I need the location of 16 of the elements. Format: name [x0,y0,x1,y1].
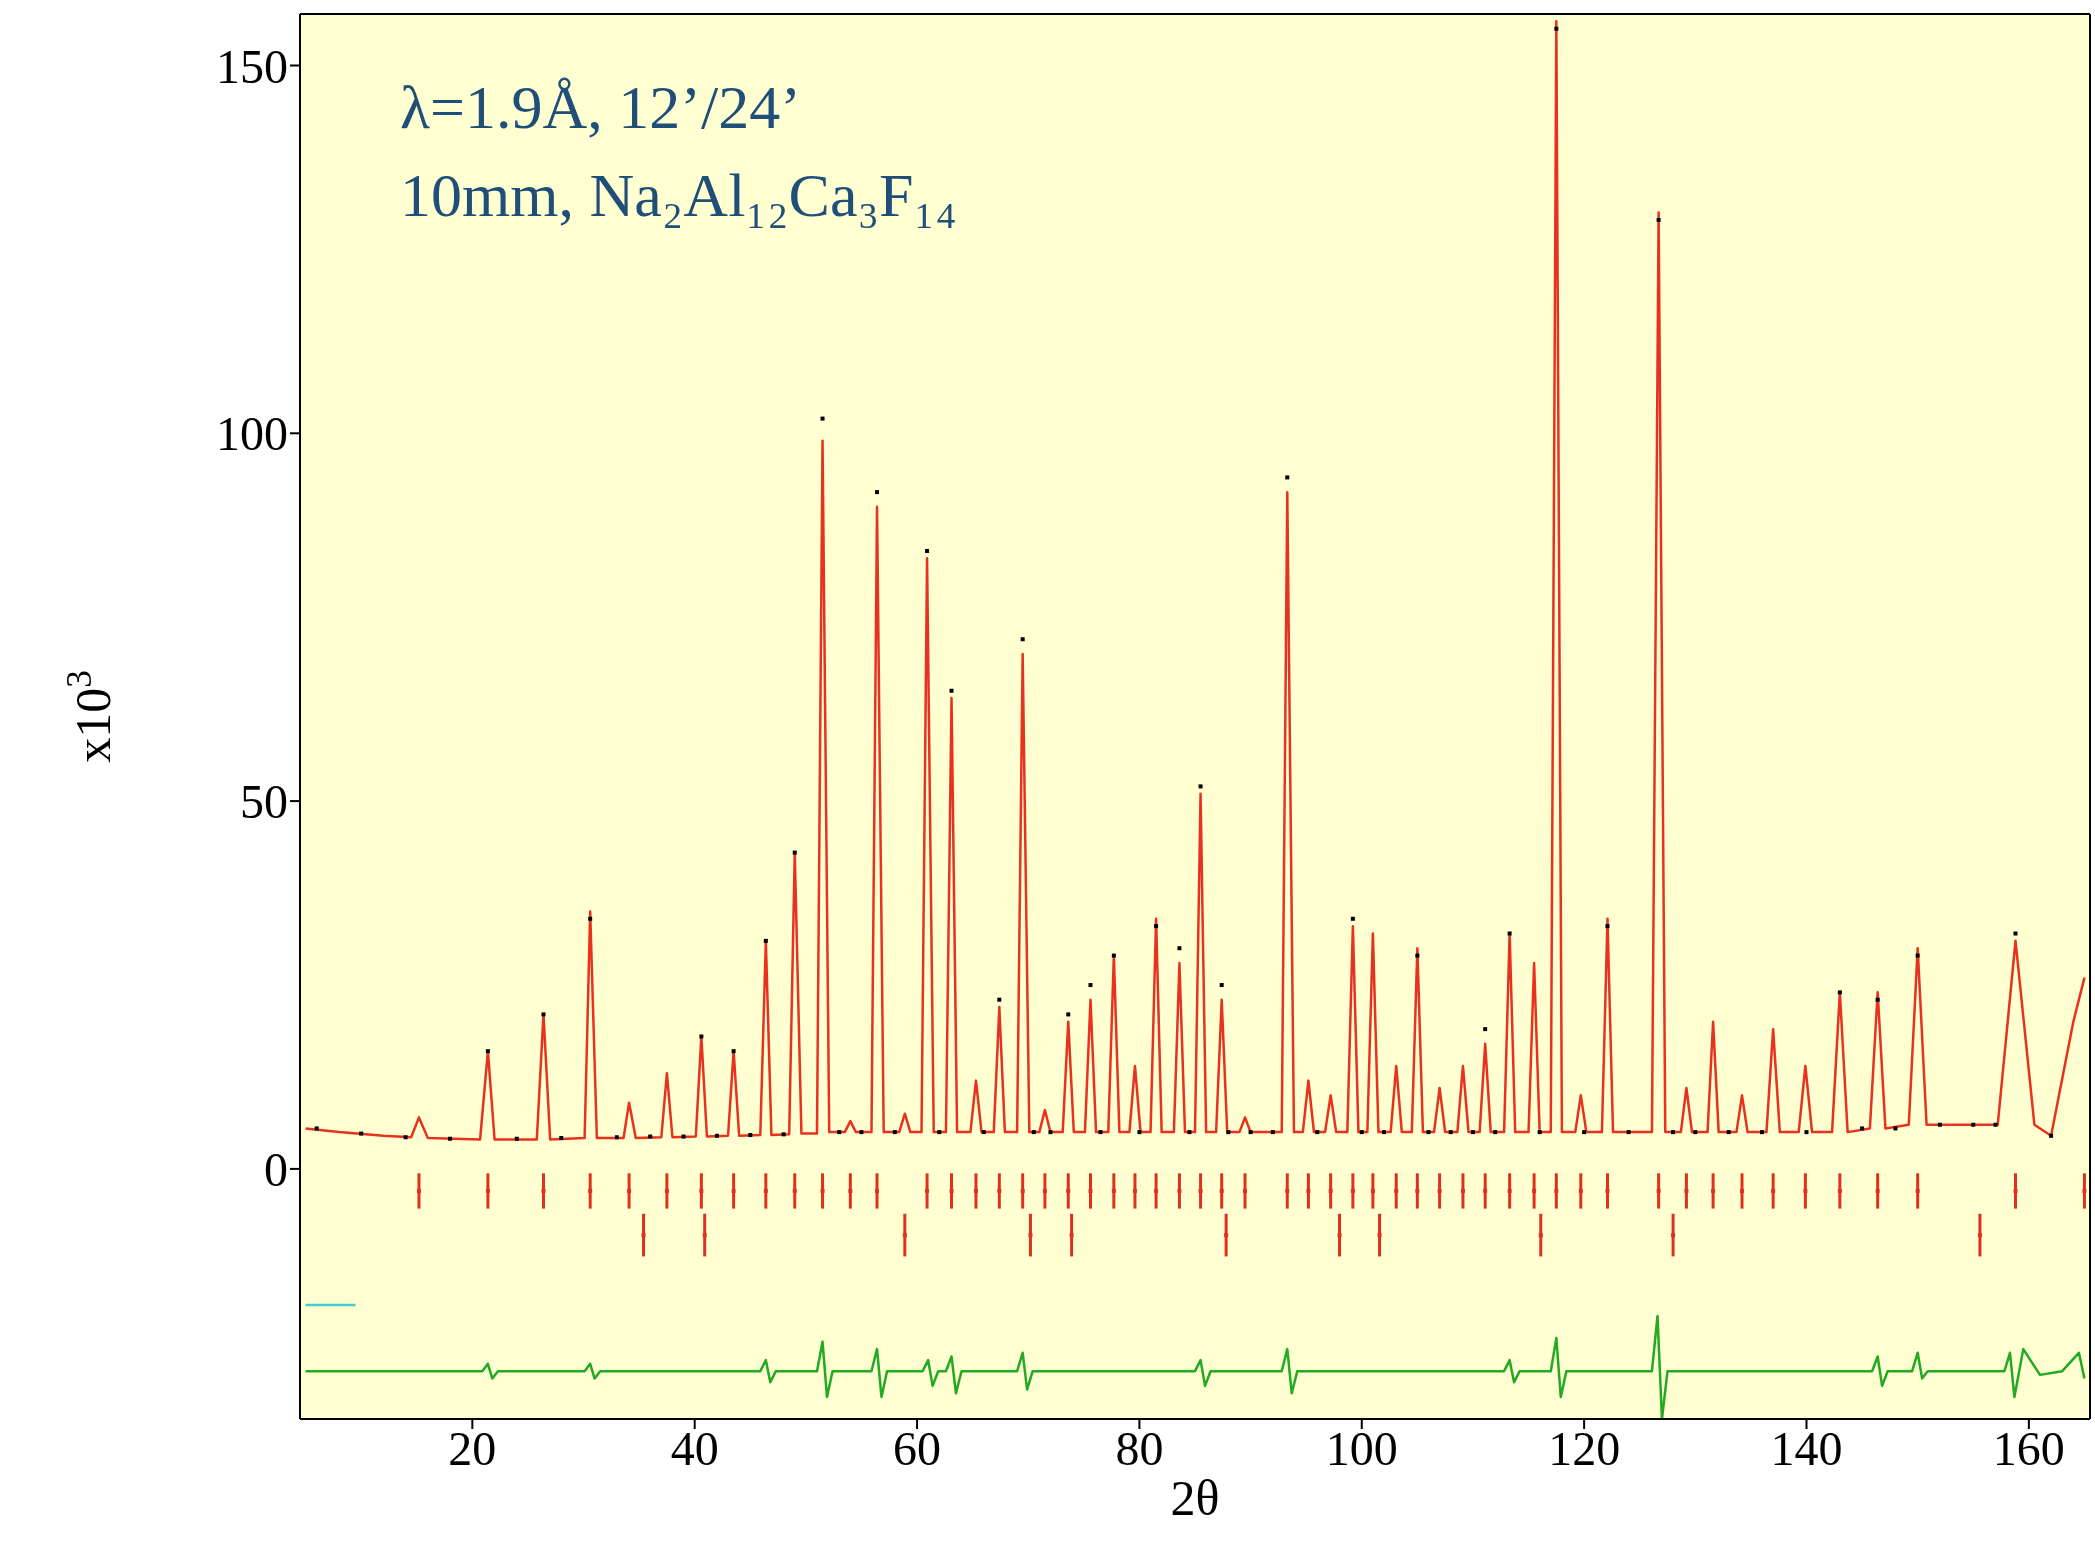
annotation: 10mm, Na₂Al₁₂Ca₃F₁₄ [400,160,957,231]
x-tick-label: 80 [1115,1422,1164,1476]
x-axis-title: 2θ [1170,1469,1220,1526]
x-tick-label: 140 [1770,1422,1843,1476]
y-tick-label: 150 [216,39,288,93]
y-tick-label: 0 [264,1142,288,1196]
x-tick-label: 20 [448,1422,497,1476]
x-tick-label: 60 [893,1422,942,1476]
x-tick-label: 100 [1325,1422,1398,1476]
y-tick-label: 100 [216,407,288,461]
x-tick-label: 160 [1992,1422,2065,1476]
x-tick-label: 40 [670,1422,719,1476]
annotation: λ=1.9Å, 12’/24’ [400,72,802,143]
y-tick-label: 50 [240,775,288,829]
line-series [304,1314,2086,1419]
x-tick-label: 120 [1548,1422,1621,1476]
